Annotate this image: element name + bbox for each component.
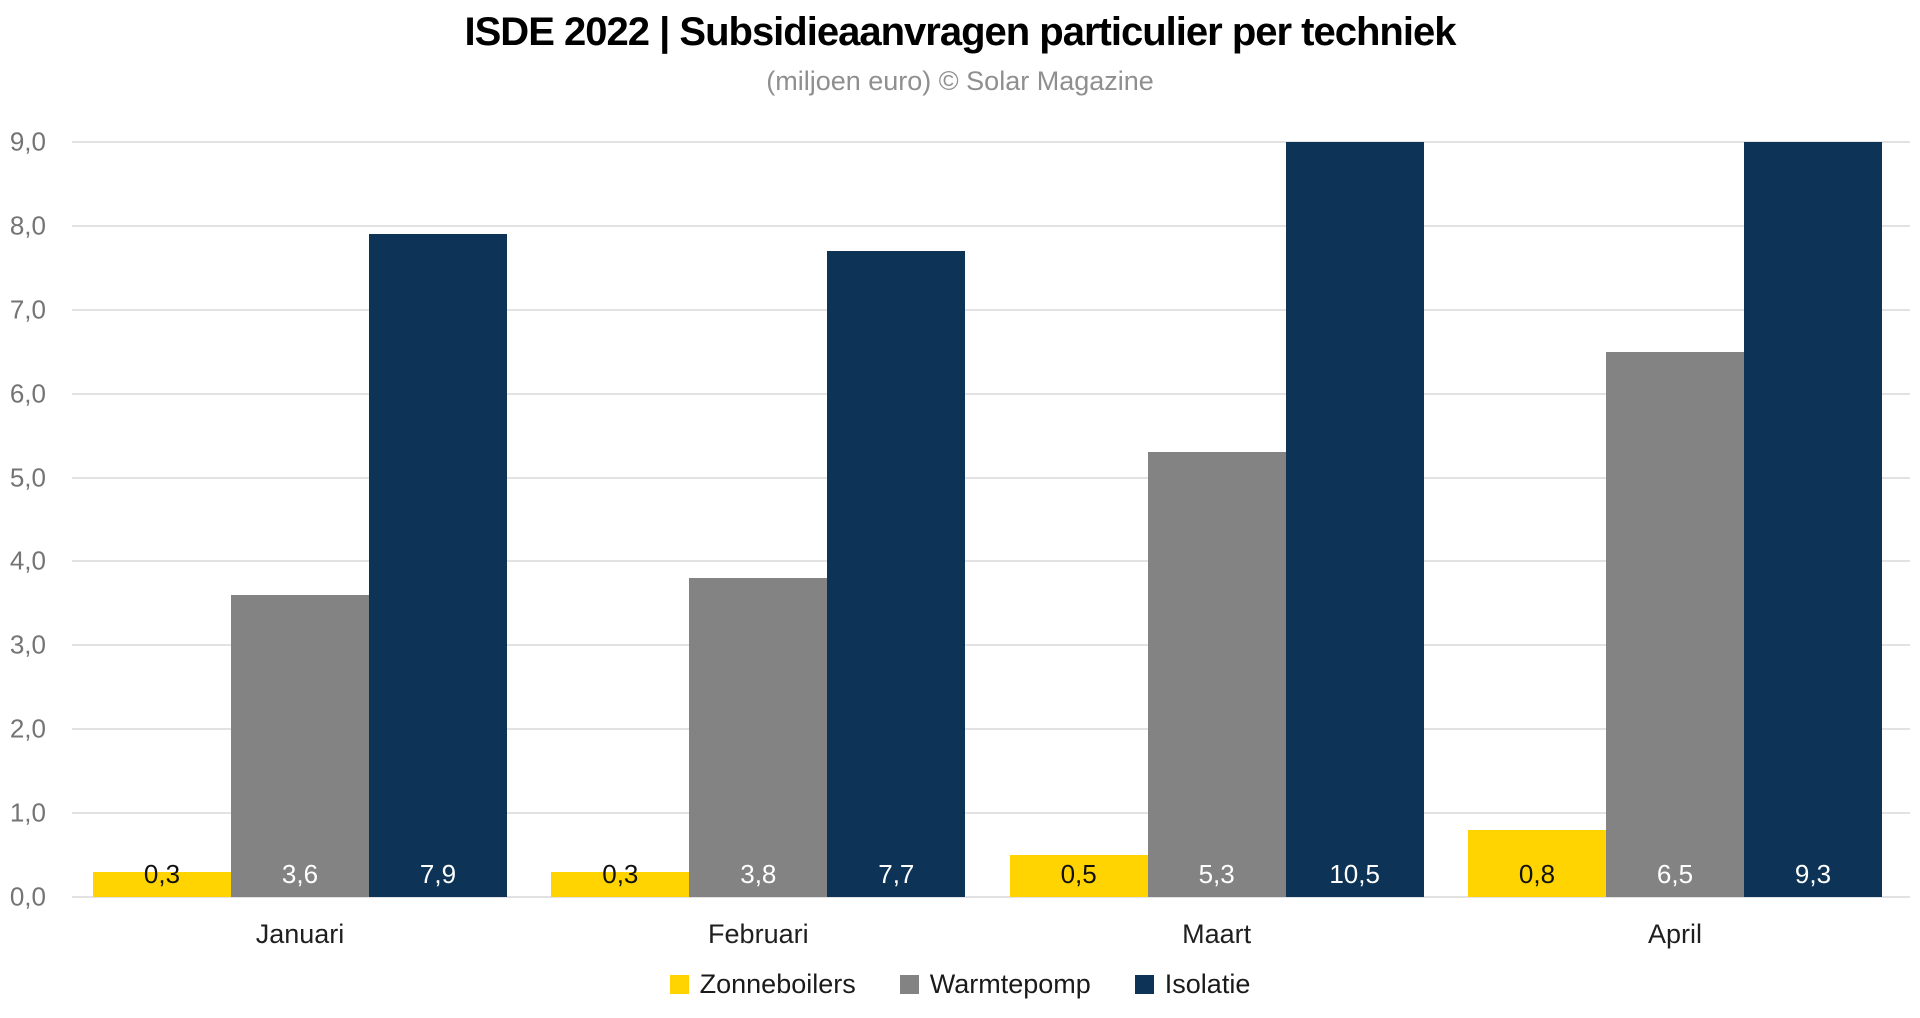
bar-slot: 0,5 [1009,142,1148,897]
gridline [72,896,1910,898]
bar-value-label: 7,7 [878,859,915,889]
legend-item-isolatie: Isolatie [1134,968,1251,1000]
bar-value-label: 6,5 [1656,859,1694,889]
gridline [72,476,1910,479]
bar-warmtepomp-april [1605,351,1744,897]
legend-label: Warmtepomp [929,968,1091,999]
legend-swatch-icon [1134,974,1154,994]
y-axis-label: 4,0 [9,545,46,576]
legend-item-warmtepomp: Warmtepomp [899,968,1091,1000]
y-axis-label: 3,0 [9,629,46,660]
bar-slot: 7,7 [827,142,966,897]
bar-group-februari: 0,3 3,8 7,7 Februari [551,142,966,949]
plot-wrap: 0,0 1,0 2,0 3,0 4,0 5,0 6,0 7,0 8,0 9,0 0,3 3,6 7,9… [0,127,1920,949]
bar-zonneboilers-januari [93,871,231,897]
bar-zonneboilers-maart [1009,855,1148,897]
gridline [72,224,1910,227]
bar-slot: 3,8 [689,142,828,897]
bar-warmtepomp-februari [689,578,828,897]
bar-slot: 7,9 [369,142,507,897]
bar-group-maart: 0,5 5,3 10,5 Maart [1009,142,1424,949]
gridline [72,644,1910,647]
x-axis-label-maart: Maart [1182,919,1252,949]
legend-swatch-icon [899,974,919,994]
plot-area: 0,3 3,6 7,9 Januari 0,3 3,8 7,7 Februari 0,5 5,3 1… [72,142,1910,949]
bar-warmtepomp-maart [1147,452,1286,897]
y-axis-label: 0,0 [9,881,46,912]
chart-subtitle: (miljoen euro) © Solar Magazine [766,66,1154,96]
y-axis-label: 9,0 [9,126,46,157]
bar-slot: 10,5 [1285,142,1424,897]
legend: Zonneboilers Warmtepomp Isolatie [0,962,1920,1006]
y-axis-label: 7,0 [9,294,46,325]
bar-value-label: 0,8 [1518,859,1556,889]
legend-swatch-icon [669,974,689,994]
x-axis-label-april: April [1647,919,1702,949]
y-axis-label: 6,0 [9,378,46,409]
x-axis-label-februari: Februari [708,919,809,949]
bar-isolatie-maart [1285,142,1424,897]
bar-slot: 0,3 [93,142,231,897]
bar-isolatie-april [1743,142,1882,897]
legend-item-zonneboilers: Zonneboilers [669,968,856,1000]
bar-slot: 0,8 [1467,142,1606,897]
gridline [72,392,1910,395]
bar-slot: 3,6 [231,142,369,897]
bar-value-label: 3,6 [281,859,319,889]
bar-value-label: 3,8 [740,859,777,889]
bar-value-label: 0,3 [602,859,639,889]
y-axis-label: 5,0 [9,462,46,493]
gridlines [72,141,1910,898]
bar-slot: 0,3 [551,142,690,897]
chart-title: ISDE 2022 | Subsidieaanvragen particulie… [464,10,1457,54]
bar-isolatie-januari [369,234,507,897]
bar-group-april: 0,8 6,5 9,3 April [1467,142,1882,949]
bar-zonneboilers-februari [551,871,690,897]
gridline [72,141,1910,143]
bar-warmtepomp-januari [231,595,369,897]
y-axis-label: 1,0 [9,797,46,828]
bar-zonneboilers-april [1467,829,1606,897]
bar-value-label: 0,5 [1060,859,1097,889]
bar-group-januari: 0,3 3,6 7,9 Januari [93,142,507,949]
gridline [72,560,1910,563]
bar-slot: 5,3 [1147,142,1286,897]
bar-value-label: 5,3 [1198,859,1235,889]
bar-value-label: 10,5 [1329,859,1380,889]
legend-label: Zonneboilers [699,968,856,999]
legend-label: Isolatie [1164,968,1251,999]
bar-value-label: 7,9 [419,859,457,889]
y-axis: 0,0 1,0 2,0 3,0 4,0 5,0 6,0 7,0 8,0 9,0 [0,127,46,912]
bar-slot: 6,5 [1605,142,1744,897]
x-axis-label-januari: Januari [255,919,345,949]
bar-slot: 9,3 [1743,142,1882,897]
y-axis-label: 2,0 [9,713,46,744]
bar-value-label: 9,3 [1794,859,1832,889]
gridline [72,728,1910,731]
gridline [72,308,1910,311]
y-axis-label: 8,0 [9,210,46,241]
gridline [72,812,1910,815]
bar-isolatie-februari [827,251,966,897]
bar-value-label: 0,3 [143,859,181,889]
